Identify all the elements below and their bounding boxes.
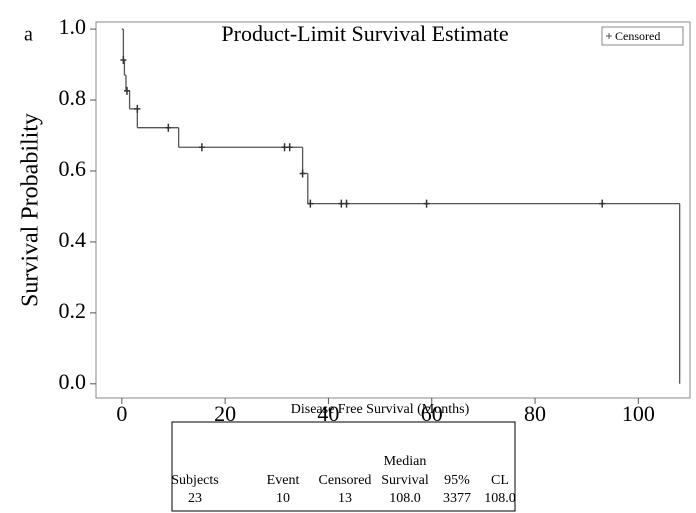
table-cell: 23 [188,491,202,506]
table-cell: 10 [276,491,290,506]
x-tick-label: 60 [421,401,443,426]
panel-label: a [24,24,33,46]
legend-symbol [606,33,612,39]
y-axis-label: Survival Probability [18,113,44,307]
x-tick-label: 80 [524,401,546,426]
x-axis-label: Disease Free Survival (Months) [291,402,470,417]
x-tick-label: 100 [622,401,655,426]
censored-mark [299,169,306,178]
x-tick-label: 40 [317,401,339,426]
y-tick-label: 0.8 [59,85,87,110]
x-tick-label: 0 [116,401,127,426]
censored-mark [281,143,288,152]
table-cell: 13 [338,491,352,506]
table-header: CL [491,473,509,488]
y-tick-label: 0.4 [59,227,87,252]
table-header: Event [267,473,300,488]
table-header: 95% [444,473,470,488]
y-tick-label: 0.6 [59,156,87,181]
censored-mark [165,123,172,132]
censored-mark [198,143,205,152]
y-tick-label: 0.0 [59,369,87,394]
censored-mark [286,143,293,152]
legend-label: Censored [615,29,660,43]
censored-mark [123,86,130,95]
censored-mark [423,199,430,208]
table-cell: 108.0 [484,491,516,506]
legend-box [601,26,684,46]
censored-mark [343,199,350,208]
censored-mark [338,199,345,208]
censored-mark [599,199,606,208]
censored-mark [120,55,127,64]
chart-title: Product-Limit Survival Estimate [221,21,508,46]
x-tick-label: 20 [214,401,236,426]
table-header: Subjects [171,473,218,488]
y-tick-label: 1.0 [59,14,87,39]
censored-mark [134,104,141,113]
table-cell: 3377 [443,491,471,506]
table-header: Median [384,454,427,469]
censored-mark [307,199,314,208]
table-header: Censored [319,473,372,488]
table-box [171,421,516,512]
table-header: Survival [381,473,429,488]
y-tick-label: 0.2 [59,298,87,323]
table-cell: 108.0 [389,491,421,506]
plot-frame [95,21,691,399]
